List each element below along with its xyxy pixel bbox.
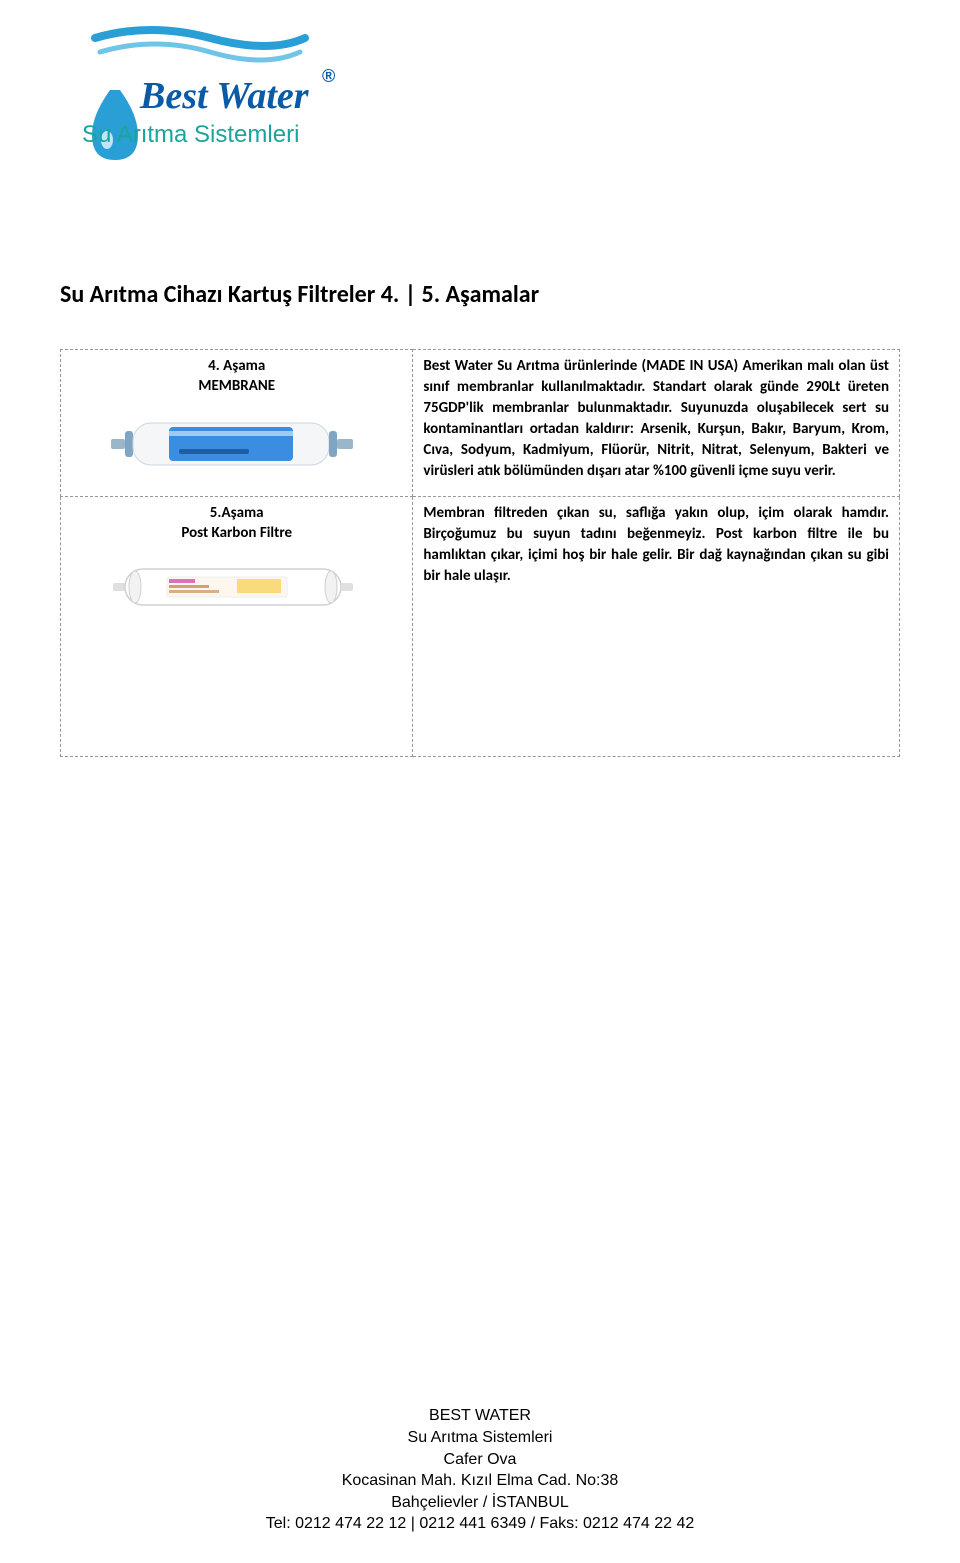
table-row: 4. Aşama MEMBRANE xyxy=(61,350,900,497)
stage-cell: 5.Aşama Post Karbon Filtre xyxy=(61,496,413,757)
stage-name: Post Karbon Filtre xyxy=(181,524,292,542)
footer-person: Cafer Ova xyxy=(0,1449,960,1471)
footer-address2: Bahçelievler / İSTANBUL xyxy=(0,1492,960,1514)
logo-brand-text: Best Water xyxy=(139,75,310,117)
stage-num: 4. Aşama xyxy=(208,357,265,375)
description-cell: Membran filtreden çıkan su, saflığa yakı… xyxy=(413,496,900,757)
logo-trademark: ® xyxy=(322,66,335,86)
footer-dept: Su Arıtma Sistemleri xyxy=(0,1427,960,1449)
page-title: Su Arıtma Cihazı Kartuş Filtreler 4. | 5… xyxy=(60,280,900,309)
table-row: 5.Aşama Post Karbon Filtre xyxy=(61,496,900,757)
description-cell: Best Water Su Arıtma ürünlerinde (MADE I… xyxy=(413,350,900,497)
membrane-image xyxy=(71,409,402,484)
stage-name: MEMBRANE xyxy=(198,377,275,395)
footer-company: BEST WATER xyxy=(0,1405,960,1427)
footer-phones: Tel: 0212 474 22 12 | 0212 441 6349 / Fa… xyxy=(0,1513,960,1535)
page-footer: BEST WATER Su Arıtma Sistemleri Cafer Ov… xyxy=(0,1405,960,1535)
logo-svg: Best Water ® Su Arıtma Sistemleri xyxy=(60,20,340,180)
logo-tagline: Su Arıtma Sistemleri xyxy=(82,121,299,148)
stage-num: 5.Aşama xyxy=(210,504,264,522)
product-table: 4. Aşama MEMBRANE xyxy=(60,349,900,757)
brand-logo: Best Water ® Su Arıtma Sistemleri xyxy=(60,20,900,180)
carbon-filter-image xyxy=(71,555,402,624)
stage-cell: 4. Aşama MEMBRANE xyxy=(61,350,413,497)
footer-address1: Kocasinan Mah. Kızıl Elma Cad. No:38 xyxy=(0,1470,960,1492)
